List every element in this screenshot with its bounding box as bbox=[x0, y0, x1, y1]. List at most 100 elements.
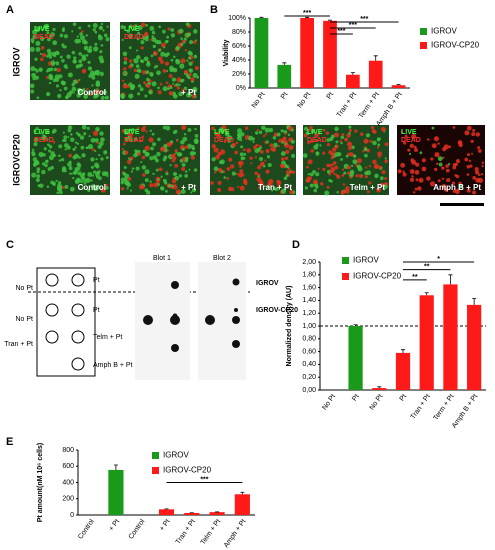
cell bbox=[384, 159, 388, 164]
x-tick-label: Telm + Pt bbox=[200, 518, 223, 546]
cell bbox=[339, 140, 343, 143]
cell bbox=[180, 42, 184, 46]
cell bbox=[466, 188, 471, 193]
cell bbox=[72, 147, 76, 151]
legend-swatch bbox=[420, 42, 427, 49]
cell bbox=[328, 163, 332, 168]
cell bbox=[121, 38, 124, 42]
cell bbox=[190, 77, 195, 82]
cell bbox=[369, 139, 373, 143]
x-tick-label: + Pt bbox=[159, 518, 172, 532]
cell bbox=[152, 142, 157, 147]
cell bbox=[94, 42, 98, 46]
cell bbox=[179, 79, 184, 83]
layout-label: Pt bbox=[93, 307, 100, 314]
cell bbox=[156, 151, 161, 157]
cell bbox=[33, 129, 37, 133]
cell bbox=[46, 25, 49, 28]
cell bbox=[98, 34, 102, 38]
cell bbox=[32, 29, 37, 35]
cell bbox=[123, 60, 128, 65]
cell bbox=[151, 30, 156, 35]
cell bbox=[34, 75, 40, 80]
cell bbox=[170, 28, 175, 32]
cell bbox=[378, 155, 381, 159]
significance-label: *** bbox=[200, 476, 208, 483]
cell bbox=[133, 153, 138, 158]
y-tick-label: 2,00 bbox=[302, 259, 316, 266]
cell bbox=[368, 181, 372, 185]
cell bbox=[157, 48, 162, 52]
error-bar bbox=[113, 464, 118, 470]
cell bbox=[281, 164, 286, 169]
cell bbox=[174, 172, 178, 176]
cell bbox=[57, 93, 62, 99]
cell bbox=[100, 22, 104, 26]
cell bbox=[335, 173, 338, 177]
cell bbox=[364, 166, 368, 169]
caption: + Pt bbox=[181, 88, 196, 97]
cell bbox=[162, 86, 168, 92]
bar bbox=[277, 64, 292, 88]
cell bbox=[90, 165, 94, 169]
cell bbox=[54, 154, 57, 157]
cell bbox=[235, 141, 239, 145]
cell bbox=[217, 187, 222, 192]
cell bbox=[403, 141, 407, 145]
cell bbox=[240, 145, 244, 149]
cell bbox=[137, 92, 141, 96]
cell bbox=[467, 153, 470, 157]
cell bbox=[184, 174, 189, 178]
stain-label: LIVE bbox=[401, 129, 417, 136]
cell bbox=[81, 185, 85, 189]
cell bbox=[85, 177, 91, 183]
cell bbox=[415, 178, 419, 182]
cell bbox=[267, 162, 272, 168]
cell bbox=[186, 92, 192, 98]
cell bbox=[171, 179, 177, 184]
x-tick-label: Pt bbox=[280, 91, 290, 100]
cell bbox=[75, 131, 79, 135]
x-tick-label: No Pt bbox=[297, 91, 313, 109]
cell bbox=[162, 157, 167, 162]
cell bbox=[436, 162, 439, 165]
cell bbox=[152, 44, 157, 49]
cell bbox=[132, 24, 136, 28]
cell bbox=[123, 67, 127, 71]
y-tick-label: 600 bbox=[62, 463, 74, 470]
cell bbox=[307, 128, 311, 132]
cell bbox=[315, 172, 320, 177]
cell bbox=[437, 142, 440, 145]
cell bbox=[36, 26, 41, 31]
cell bbox=[65, 95, 69, 99]
cell bbox=[166, 35, 170, 39]
cell bbox=[39, 57, 44, 62]
cell bbox=[458, 141, 462, 145]
cell bbox=[69, 137, 75, 143]
significance-label: *** bbox=[337, 28, 345, 35]
cell bbox=[351, 145, 355, 150]
cell bbox=[257, 173, 261, 177]
caption: Telm + Pt bbox=[350, 183, 386, 192]
cell bbox=[370, 125, 375, 130]
y-tick-label: 800 bbox=[62, 447, 74, 454]
cell bbox=[281, 188, 287, 194]
cell bbox=[184, 158, 189, 163]
cell bbox=[35, 69, 39, 73]
cell bbox=[280, 157, 285, 161]
cell bbox=[185, 145, 189, 149]
y-tick-label: 0,00 bbox=[302, 387, 316, 394]
cell bbox=[260, 150, 264, 154]
cell bbox=[133, 27, 137, 31]
cell bbox=[168, 91, 174, 96]
cell bbox=[377, 151, 383, 157]
cell bbox=[223, 128, 227, 133]
cell bbox=[404, 134, 408, 138]
cell bbox=[169, 164, 172, 167]
cell bbox=[178, 28, 184, 34]
cell bbox=[319, 144, 322, 147]
cell bbox=[356, 158, 362, 164]
cell bbox=[48, 144, 53, 149]
blot-row-label: IGROV-CP20 bbox=[256, 307, 298, 314]
cell bbox=[56, 186, 62, 192]
